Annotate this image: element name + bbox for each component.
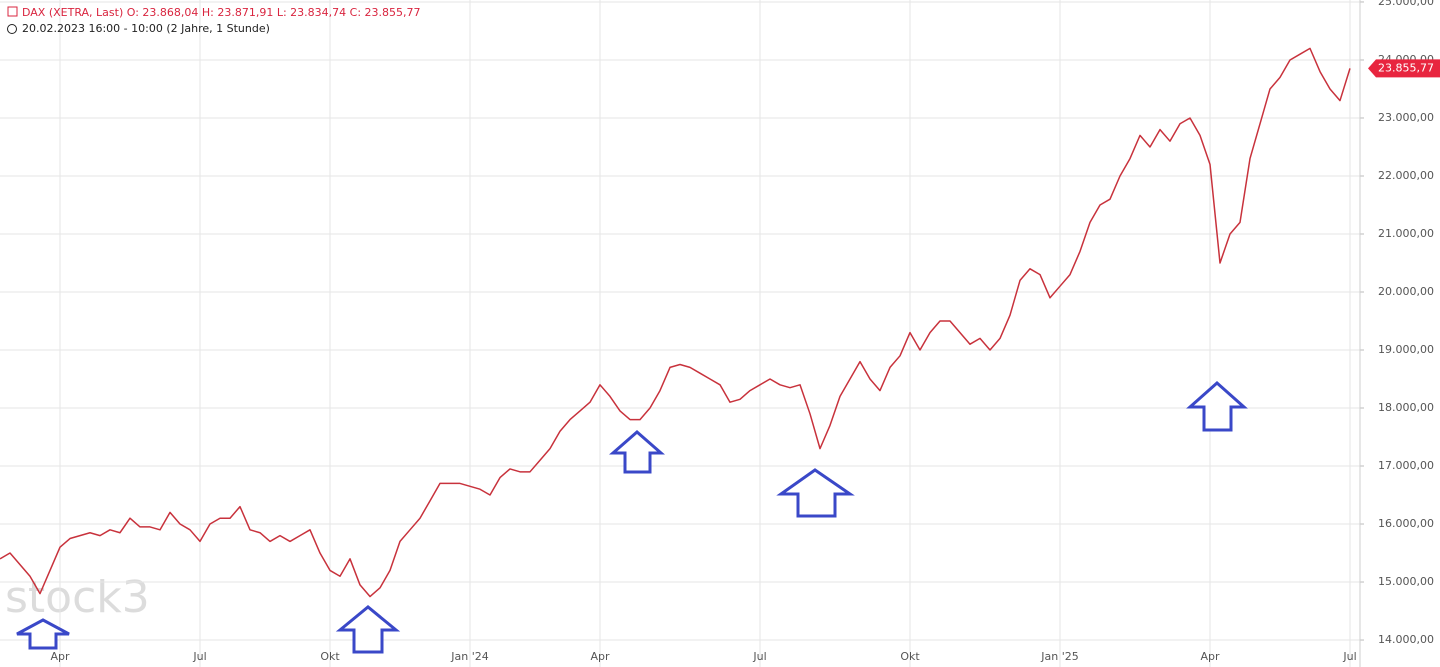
arrows [16,380,1248,654]
x-tick-label: Jan '25 [1040,650,1078,663]
y-tick-label: 16.000,00 [1378,517,1434,530]
x-tick-label: Okt [900,650,920,663]
y-tick-label: 18.000,00 [1378,401,1434,414]
title-icon [7,6,18,17]
arrow [1186,380,1248,432]
clock-icon [7,24,17,34]
x-tick-label: Okt [320,650,340,663]
x-tick-label: Apr [1200,650,1220,663]
y-tick-label: 22.000,00 [1378,169,1434,182]
watermark: stock3 [5,572,150,623]
arrow [776,468,855,518]
x-tick-label: Jan '24 [450,650,488,663]
arrow [609,430,665,474]
chart-subtitle: 20.02.2023 16:00 - 10:00 (2 Jahre, 1 Stu… [22,22,270,35]
chart-title: DAX (XETRA, Last) O: 23.868,04 H: 23.871… [22,6,421,19]
y-tick-label: 23.000,00 [1378,111,1434,124]
y-tick-label: 25.000,00 [1378,0,1434,8]
arrow [335,605,401,654]
y-tick-label: 20.000,00 [1378,285,1434,298]
y-tick-label: 17.000,00 [1378,459,1434,472]
price-line [0,47,1351,598]
x-tick-label: Apr [50,650,70,663]
y-tick-label: 14.000,00 [1378,633,1434,646]
x-tick-label: Apr [590,650,610,663]
x-tick-label: Jul [752,650,766,663]
x-tick-label: Jul [1342,650,1356,663]
last-price-label: 23.855,77 [1378,61,1434,74]
last-price-tag [1368,59,1440,78]
y-tick-label: 19.000,00 [1378,343,1434,356]
arrow [16,618,70,650]
y-tick-label: 21.000,00 [1378,227,1434,240]
x-tick-label: Jul [192,650,206,663]
y-tick-label: 15.000,00 [1378,575,1434,588]
